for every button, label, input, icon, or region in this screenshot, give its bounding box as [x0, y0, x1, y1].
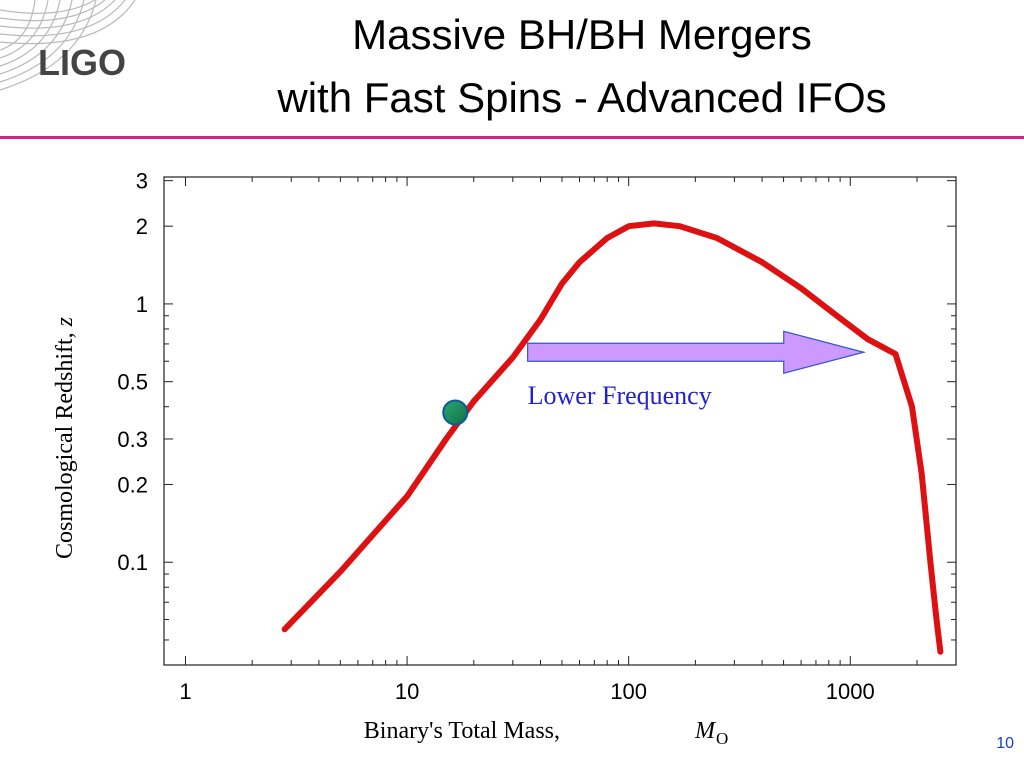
- logo-text: LIGO: [38, 42, 126, 83]
- y-tick-label: 0.5: [117, 370, 148, 395]
- axes: 1 10 100 1000 0.1 0.2 0.3 0.5 1 2 3: [117, 169, 957, 704]
- lower-frequency-label: Lower Frequency: [528, 381, 712, 410]
- page-number: 10: [996, 735, 1014, 752]
- x-axis-symbol: M: [694, 718, 717, 744]
- redshift-mass-chart: 1 10 100 1000 0.1 0.2 0.3 0.5 1 2 3 Lower Frequenc…: [52, 169, 957, 748]
- x-axis-subscript: O: [716, 729, 728, 748]
- y-tick-label: 3: [136, 169, 148, 194]
- ligo-logo: LIGO: [0, 0, 136, 91]
- x-tick-label: 10: [395, 679, 419, 704]
- annotation-group: Lower Frequency: [527, 330, 867, 410]
- series-line: [281, 220, 944, 655]
- x-tick-label: 100: [610, 679, 647, 704]
- y-axis-label: Cosmological Redshift, z: [52, 316, 78, 559]
- x-tick-label: 1000: [826, 679, 875, 704]
- lower-frequency-arrow: [527, 330, 867, 375]
- data-point-marker: [442, 399, 469, 426]
- x-axis-label: Binary's Total Mass,: [364, 718, 560, 744]
- curve-group: [281, 220, 944, 655]
- title-divider: [0, 136, 1024, 139]
- y-tick-label: 0.1: [117, 550, 148, 575]
- y-tick-label: 0.2: [117, 472, 148, 497]
- y-tick-label: 1: [136, 292, 148, 317]
- slide-title-line-1: Massive BH/BH Mergers: [352, 11, 812, 58]
- logo-arcs-icon: [0, 0, 136, 91]
- y-tick-label: 2: [136, 214, 148, 239]
- plot-frame: [163, 176, 957, 666]
- x-tick-label: 1: [179, 679, 191, 704]
- slide-title-line-2: with Fast Spins - Advanced IFOs: [277, 74, 887, 121]
- y-tick-label: 0.3: [117, 427, 148, 452]
